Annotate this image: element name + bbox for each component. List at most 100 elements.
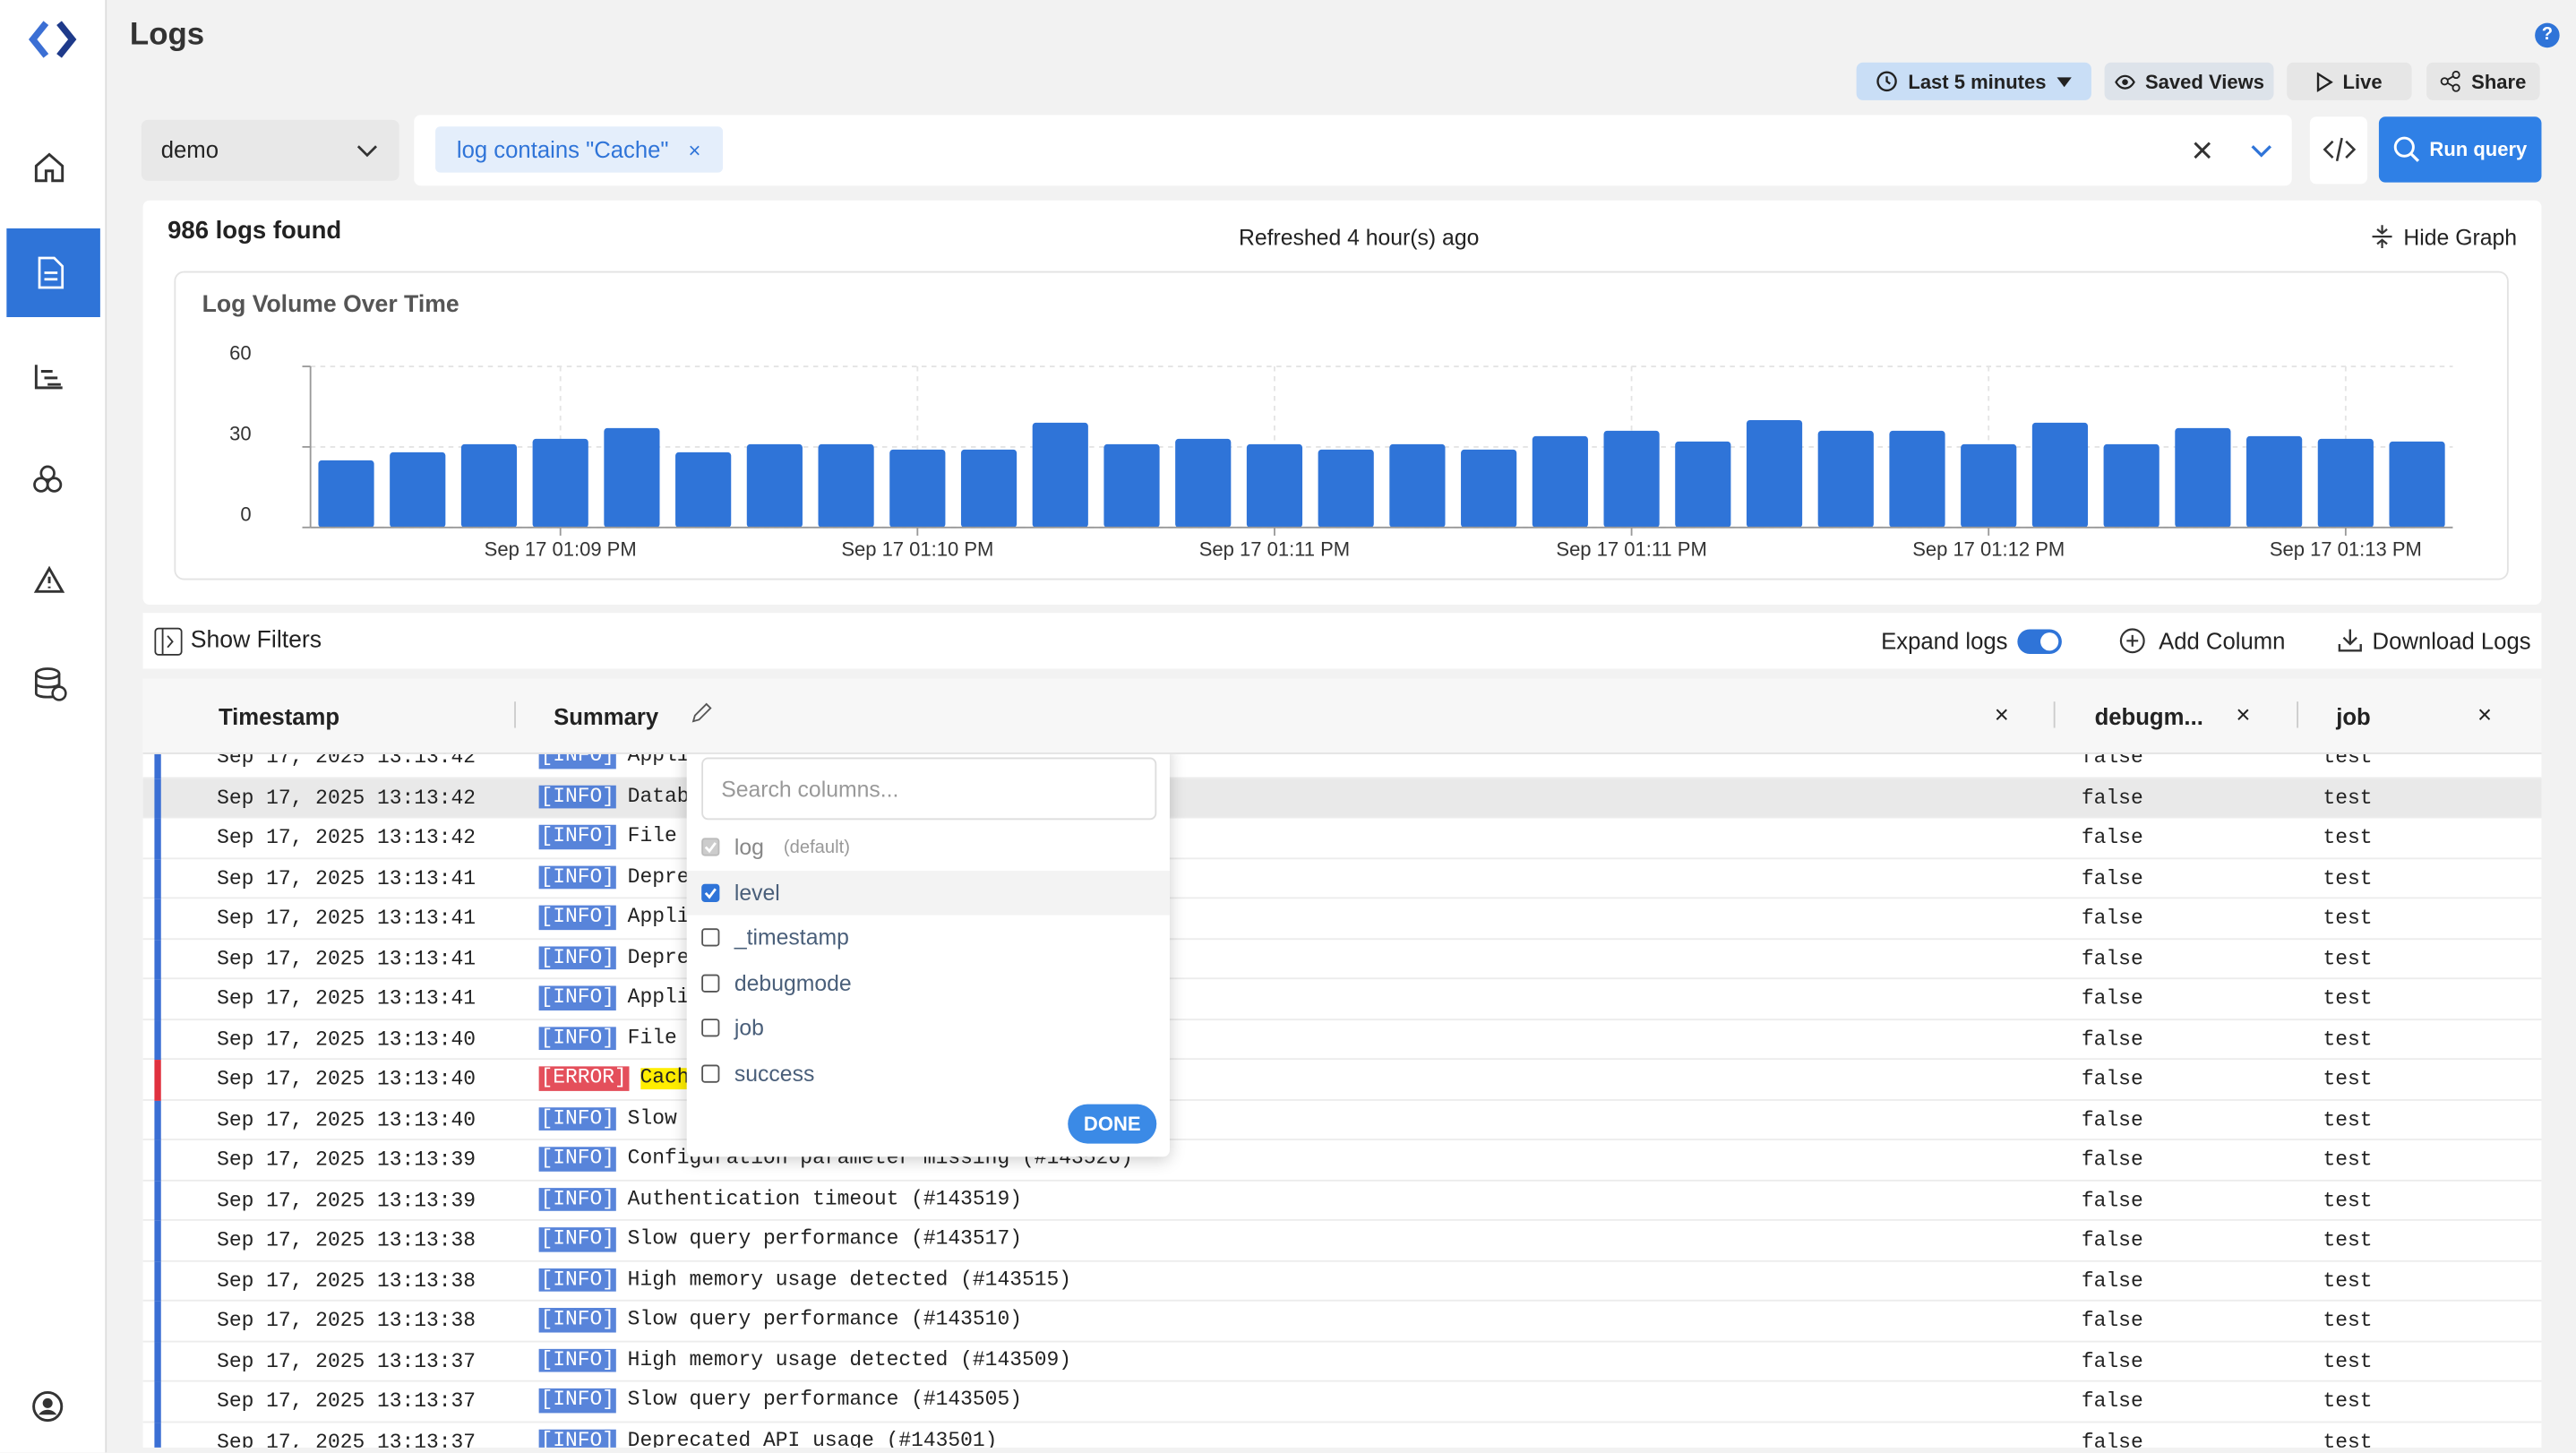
timestamp: Sep 17, 2025 13:13:42 <box>217 786 477 810</box>
log-row[interactable]: Sep 17, 2025 13:13:38 [INFO] Slow query pe… <box>142 1301 2542 1342</box>
show-filters[interactable]: Show Filters <box>190 627 322 655</box>
add-column-icon[interactable] <box>2119 628 2145 654</box>
stream-select[interactable]: demo <box>141 119 399 181</box>
log-row[interactable]: Sep 17, 2025 13:13:41 [INFO] Applic false te… <box>142 979 2542 1020</box>
log-row[interactable]: Sep 17, 2025 13:13:40 [INFO] File p false te… <box>142 1019 2542 1061</box>
add-column[interactable]: Add Column <box>2159 627 2286 655</box>
job: test <box>2323 1349 2373 1373</box>
summary-text: Deprec <box>627 945 702 969</box>
log-row[interactable]: Sep 17, 2025 13:13:41 [INFO] Applic false te… <box>142 898 2542 940</box>
column-option[interactable]: debugmode <box>687 960 1170 1005</box>
hide-graph[interactable]: Hide Graph <box>2403 225 2518 250</box>
filters-icon[interactable] <box>154 627 183 656</box>
help-button[interactable]: ? <box>2535 22 2560 48</box>
summary: [INFO] Slow query performance (#143505) <box>538 1388 1022 1413</box>
logo[interactable] <box>26 16 82 62</box>
time-range-button[interactable]: Last 5 minutes <box>1856 62 2091 100</box>
query-box[interactable]: log contains "Cache" × <box>414 115 2292 186</box>
share-button[interactable]: Share <box>2426 62 2540 100</box>
debugmode: false <box>2081 1309 2143 1333</box>
saved-views-button[interactable]: Saved Views <box>2104 62 2274 100</box>
level-badge: [INFO] <box>538 1106 616 1131</box>
expand-logs-toggle[interactable] <box>2017 629 2062 655</box>
caret-icon <box>2056 76 2072 87</box>
download-icon[interactable] <box>2338 628 2363 653</box>
timestamp: Sep 17, 2025 13:13:37 <box>217 1430 477 1448</box>
y-tick-label: 60 <box>229 342 251 365</box>
x-tick-label: Sep 17 01:13 PM <box>2270 537 2422 560</box>
filter-chip-remove[interactable]: × <box>688 137 701 162</box>
clear-icon[interactable] <box>2194 142 2211 159</box>
data-icon[interactable] <box>33 667 69 703</box>
download-logs[interactable]: Download Logs <box>2372 627 2531 655</box>
remove-column[interactable]: × <box>1994 701 2009 730</box>
job: test <box>2323 1108 2373 1131</box>
traces-icon[interactable] <box>33 362 66 391</box>
column-search[interactable]: Search columns... <box>701 757 1157 821</box>
user-icon[interactable] <box>31 1390 64 1423</box>
log-row[interactable]: Sep 17, 2025 13:13:39 [INFO] Authenticatio… <box>142 1180 2542 1221</box>
level-badge: [ERROR] <box>538 1066 629 1090</box>
bar <box>1318 449 1374 528</box>
level-badge: [INFO] <box>538 784 616 809</box>
log-row[interactable]: Sep 17, 2025 13:13:39 [INFO] Configuration… <box>142 1139 2542 1181</box>
column-header[interactable]: Summary <box>554 703 659 730</box>
log-row[interactable]: Sep 17, 2025 13:13:40 [ERROR] Cache false te… <box>142 1060 2542 1100</box>
summary: [INFO] Databa <box>538 784 701 809</box>
log-row[interactable]: Sep 17, 2025 13:13:42 [INFO] Databa false te… <box>142 778 2542 819</box>
log-row[interactable]: Sep 17, 2025 13:13:41 [INFO] Deprec false te… <box>142 939 2542 980</box>
home-icon[interactable] <box>33 151 66 185</box>
level-bar <box>154 898 161 940</box>
level-bar <box>154 979 161 1020</box>
bar <box>1746 419 1803 528</box>
column-option[interactable]: job <box>687 1006 1170 1051</box>
bar <box>1032 422 1088 528</box>
column-option[interactable]: level <box>686 870 1170 915</box>
timestamp: Sep 17, 2025 13:13:37 <box>217 1349 477 1373</box>
edit-icon[interactable] <box>691 701 713 723</box>
summary-text: Authentication timeout (#143519) <box>627 1187 1022 1210</box>
metrics-icon[interactable] <box>31 463 64 496</box>
level-badge: [INFO] <box>538 945 616 970</box>
level-bar <box>154 1220 161 1261</box>
level-badge: [INFO] <box>538 1308 616 1332</box>
remove-column[interactable]: × <box>2477 701 2493 730</box>
column-header[interactable]: Timestamp <box>218 703 340 730</box>
bar <box>532 438 588 528</box>
column-option[interactable]: _timestamp <box>687 916 1170 960</box>
log-row[interactable]: Sep 17, 2025 13:13:41 [INFO] Deprec false te… <box>142 858 2542 899</box>
summary: [INFO] Slow c <box>538 1106 701 1131</box>
done-button[interactable]: DONE <box>1068 1104 1157 1144</box>
log-row[interactable]: Sep 17, 2025 13:13:38 [INFO] High memory u… <box>142 1260 2542 1302</box>
filter-chip[interactable]: log contains "Cache" × <box>435 126 723 173</box>
debugmode: false <box>2081 1430 2143 1448</box>
job: test <box>2323 907 2373 931</box>
alerts-icon[interactable] <box>33 565 66 595</box>
level-bar <box>154 1139 161 1181</box>
column-header[interactable]: job <box>2336 703 2371 730</box>
search-placeholder: Search columns... <box>721 777 899 803</box>
expand-icon[interactable] <box>2251 144 2272 158</box>
bar <box>604 427 660 528</box>
search-icon <box>2393 136 2419 162</box>
column-option[interactable]: success <box>687 1051 1170 1096</box>
level-bar <box>154 1019 161 1061</box>
log-row[interactable]: Sep 17, 2025 13:13:37 [INFO] Deprecated AP… <box>143 1422 2542 1448</box>
live-button[interactable]: Live <box>2287 62 2412 100</box>
log-row[interactable]: Sep 17, 2025 13:13:37 [INFO] Slow query pe… <box>142 1381 2542 1423</box>
run-query-button[interactable]: Run query <box>2378 116 2542 183</box>
job: test <box>2323 1027 2373 1051</box>
column-header[interactable]: debugm... <box>2094 703 2203 730</box>
log-row[interactable]: Sep 17, 2025 13:13:40 [INFO] Slow c false te… <box>142 1099 2542 1140</box>
bar <box>1175 438 1232 528</box>
hide-graph-icon[interactable] <box>2371 223 2394 249</box>
code-button[interactable] <box>2309 116 2368 185</box>
log-row[interactable]: Sep 17, 2025 13:13:42 [INFO] File p false te… <box>142 818 2542 859</box>
timestamp: Sep 17, 2025 13:13:39 <box>217 1189 477 1212</box>
remove-column[interactable]: × <box>2236 701 2251 730</box>
logs-icon[interactable] <box>36 256 65 289</box>
log-row[interactable]: Sep 17, 2025 13:13:38 [INFO] Slow query pe… <box>142 1220 2542 1261</box>
debugmode: false <box>2081 1108 2143 1131</box>
level-bar <box>154 858 161 899</box>
log-row[interactable]: Sep 17, 2025 13:13:37 [INFO] High memory u… <box>142 1341 2542 1382</box>
